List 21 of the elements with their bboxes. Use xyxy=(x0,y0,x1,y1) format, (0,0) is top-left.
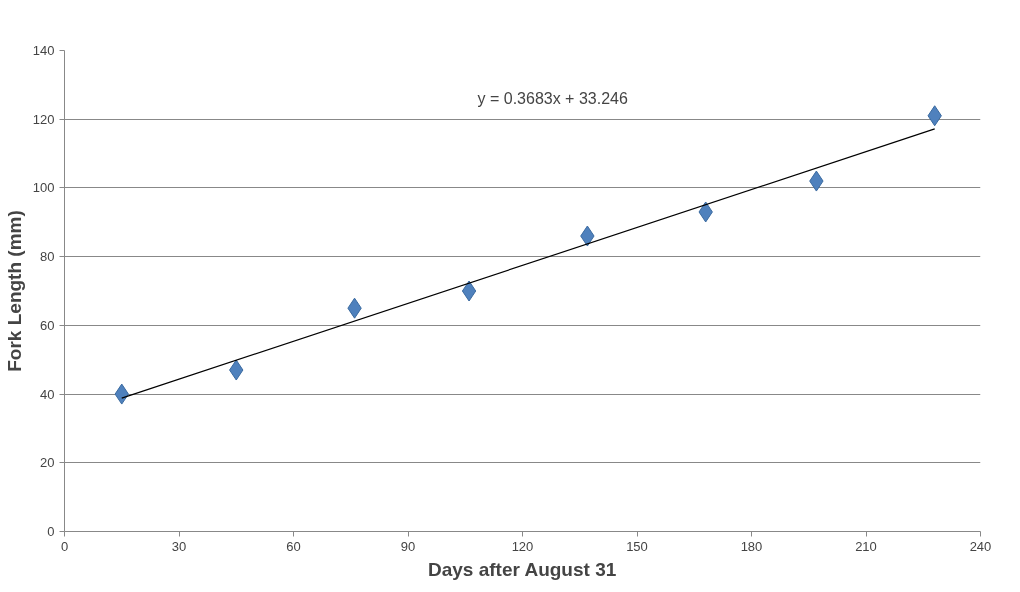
x-tick-label: 0 xyxy=(60,538,69,554)
x-tick-label: 60 xyxy=(286,538,301,554)
y-tick-label: 40 xyxy=(40,386,55,402)
annotation: y = 0.3683x + 33.246 xyxy=(477,89,628,107)
y-tick-label: 20 xyxy=(40,455,55,471)
x-tick-label: 150 xyxy=(626,538,648,554)
x-tick-label: 180 xyxy=(740,538,763,554)
x-tick-label: 90 xyxy=(400,538,416,554)
x-tick-label: 240 xyxy=(969,538,992,554)
x-tick-label: 210 xyxy=(855,538,877,554)
y-tick-label: 120 xyxy=(32,111,55,127)
y-tick-label: 80 xyxy=(40,249,55,265)
x-tick-label: 120 xyxy=(511,538,534,554)
x-axis-title: Days after August 31 xyxy=(428,558,617,580)
y-tick-label: 100 xyxy=(32,180,55,196)
x-tick-label: 30 xyxy=(171,538,187,554)
y-tick-label: 60 xyxy=(40,317,55,333)
y-axis-title: Fork Length (mm) xyxy=(3,210,25,372)
y-tick-label: 140 xyxy=(32,43,55,58)
point xyxy=(461,280,477,302)
y-tick-label: 0 xyxy=(47,524,55,539)
